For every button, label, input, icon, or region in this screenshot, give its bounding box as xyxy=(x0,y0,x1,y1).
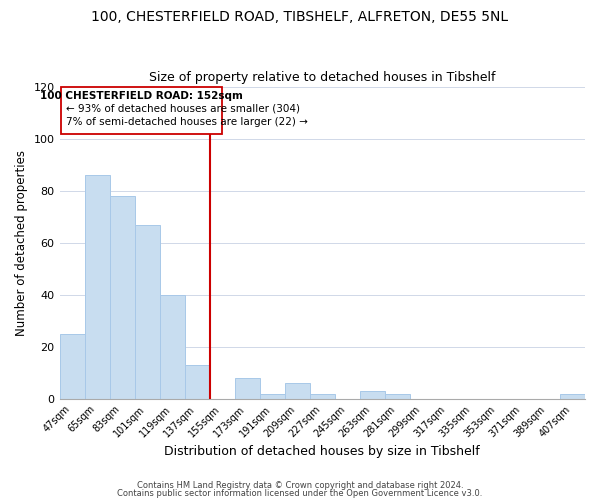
Bar xyxy=(110,196,134,399)
X-axis label: Distribution of detached houses by size in Tibshelf: Distribution of detached houses by size … xyxy=(164,444,480,458)
Bar xyxy=(285,384,310,399)
Bar xyxy=(85,176,110,399)
Bar xyxy=(385,394,410,399)
Bar xyxy=(185,366,209,399)
Text: 7% of semi-detached houses are larger (22) →: 7% of semi-detached houses are larger (2… xyxy=(66,117,308,127)
Text: 100 CHESTERFIELD ROAD: 152sqm: 100 CHESTERFIELD ROAD: 152sqm xyxy=(40,91,243,101)
Title: Size of property relative to detached houses in Tibshelf: Size of property relative to detached ho… xyxy=(149,72,496,85)
Bar xyxy=(134,225,160,399)
Bar xyxy=(310,394,335,399)
Bar xyxy=(160,295,185,399)
Y-axis label: Number of detached properties: Number of detached properties xyxy=(15,150,28,336)
Bar xyxy=(360,392,385,399)
Text: Contains public sector information licensed under the Open Government Licence v3: Contains public sector information licen… xyxy=(118,488,482,498)
Text: Contains HM Land Registry data © Crown copyright and database right 2024.: Contains HM Land Registry data © Crown c… xyxy=(137,481,463,490)
Text: 100, CHESTERFIELD ROAD, TIBSHELF, ALFRETON, DE55 5NL: 100, CHESTERFIELD ROAD, TIBSHELF, ALFRET… xyxy=(91,10,509,24)
Text: ← 93% of detached houses are smaller (304): ← 93% of detached houses are smaller (30… xyxy=(66,104,300,114)
Bar xyxy=(59,334,85,399)
Bar xyxy=(235,378,260,399)
Bar xyxy=(560,394,585,399)
FancyBboxPatch shape xyxy=(61,87,222,134)
Bar xyxy=(260,394,285,399)
